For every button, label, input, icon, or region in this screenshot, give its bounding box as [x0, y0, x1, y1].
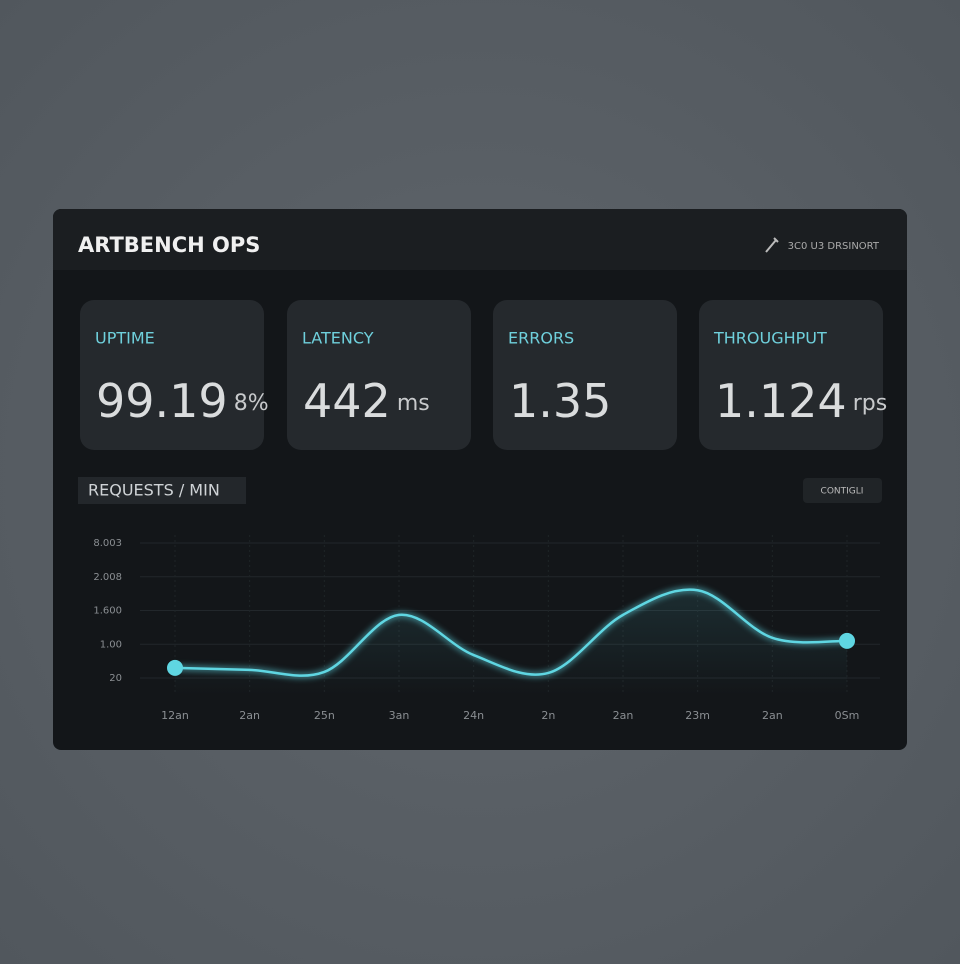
header-bar: [53, 209, 907, 270]
x-tick-label: 23m: [685, 709, 710, 722]
kpi-label: THROUGHPUT: [713, 329, 827, 348]
y-label: 1.00: [100, 639, 122, 650]
kpi-unit: 8%: [234, 391, 269, 416]
kpi-unit: rps: [853, 391, 887, 416]
cards: UPTIME 99.19 8% LATENCY 442 ms ERRORS 1.35 THROU…: [80, 300, 887, 450]
kpi-card: [699, 300, 883, 450]
control-button[interactable]: [803, 478, 882, 503]
kpi-unit: ms: [397, 391, 430, 416]
y-label: 1.600: [93, 606, 122, 617]
line: [174, 588, 848, 677]
x-tick-label: 12an: [161, 709, 189, 722]
chart: 20 1.00 1.600 2.008 8.003 12an 2an 25n 3an 24n 2n 2…: [93, 535, 880, 722]
control-button-label[interactable]: CONTIGLI: [821, 487, 864, 497]
kpi-label: UPTIME: [95, 329, 155, 348]
y-label: 2.008: [93, 572, 122, 583]
x-tick-label: 2an: [613, 709, 634, 722]
app-title: ARTBENCH OPS: [78, 233, 260, 257]
kpi-card: [287, 300, 471, 450]
x-tick-label: 0Sm: [835, 709, 860, 722]
kpi-number: 99.19: [96, 374, 228, 428]
x-tick-label: 25n: [314, 709, 335, 722]
chart-title: REQUESTS / MIN: [88, 481, 220, 500]
x-tick-label: 2an: [239, 709, 260, 722]
y-label: 8.003: [93, 538, 122, 549]
pen-icon: [765, 237, 779, 253]
kpi-value: 1.35: [509, 374, 611, 428]
kpi-label: LATENCY: [302, 329, 374, 348]
kpi-label: ERRORS: [508, 329, 574, 348]
x-tick-label: 24n: [463, 709, 484, 722]
kpi-number: 1.124: [715, 374, 847, 428]
y-label: 20: [109, 673, 122, 684]
kpi-card: [493, 300, 677, 450]
kpi-number: 1.35: [509, 374, 611, 428]
kpi-number: 442: [303, 374, 391, 428]
x-tick-label: 2an: [762, 709, 783, 722]
line-endpoint: [839, 632, 855, 649]
kpi-value: 442 ms: [303, 374, 430, 428]
kpi-value: 1.124 rps: [715, 374, 887, 428]
kpi-card: [80, 300, 264, 450]
line-endpoint: [167, 659, 183, 676]
chart-title-box: [78, 477, 246, 504]
status-text: 3C0 U3 DRSINORT: [788, 241, 880, 252]
kpi-value: 99.19 8%: [96, 374, 269, 428]
x-tick-label: 2n: [541, 709, 555, 722]
x-tick-label: 3an: [389, 709, 410, 722]
line-area: [175, 589, 847, 695]
